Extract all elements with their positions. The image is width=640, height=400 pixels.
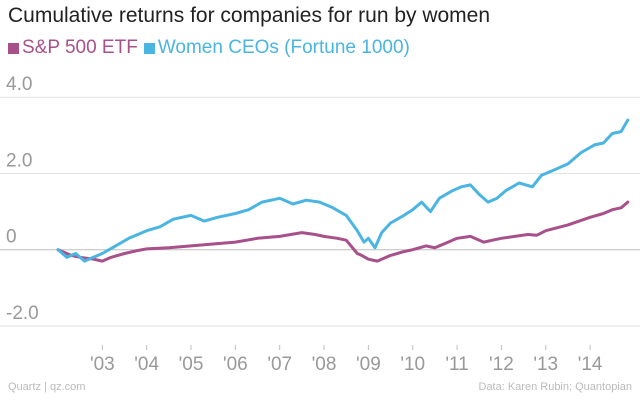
- x-tick-label: '06: [223, 354, 248, 375]
- series-line-0: [56, 200, 630, 263]
- x-tick-label: '08: [312, 354, 337, 375]
- footer-source-right: Data: Karen Rubin; Quantopian: [478, 381, 633, 393]
- y-tick-label: 2.0: [6, 150, 32, 171]
- x-tick-label: '14: [578, 354, 603, 375]
- x-tick-label: '12: [489, 354, 514, 375]
- grid-lines: [0, 96, 640, 327]
- y-axis: 4.0 2.0 0 -2.0: [6, 74, 39, 324]
- legend-swatch-sp500: [8, 42, 19, 54]
- legend: S&P 500 ETF Women CEOs (Fortune 1000): [8, 37, 416, 59]
- chart-title: Cumulative returns for companies for run…: [8, 4, 491, 27]
- legend-label-women-ceos: Women CEOs (Fortune 1000): [157, 37, 410, 58]
- footer-source-left: Quartz | qz.com: [8, 381, 86, 393]
- x-tick-label: '09: [356, 354, 381, 375]
- y-tick-label: 0: [6, 227, 17, 248]
- y-tick-label: 4.0: [6, 74, 32, 95]
- x-axis: '03 '04 '05 '06 '07 '08 '09 '10 '11 '12 '13 '14: [90, 345, 603, 375]
- x-tick-label: '04: [134, 354, 159, 375]
- legend-label-sp500: S&P 500 ETF: [22, 37, 138, 58]
- x-tick-label: '10: [400, 354, 425, 375]
- legend-item-sp500: S&P 500 ETF: [8, 37, 138, 59]
- series-line-1: [56, 118, 630, 263]
- legend-item-women-ceos: Women CEOs (Fortune 1000): [143, 37, 410, 59]
- x-tick-label: '05: [179, 354, 204, 375]
- x-tick-label: '11: [445, 354, 468, 375]
- y-tick-label: -2.0: [6, 303, 39, 324]
- x-tick-label: '07: [267, 354, 292, 375]
- series-lines: [56, 118, 630, 263]
- legend-swatch-women-ceos: [143, 42, 155, 54]
- x-tick-label: '03: [90, 354, 115, 375]
- x-tick-label: '13: [533, 354, 558, 375]
